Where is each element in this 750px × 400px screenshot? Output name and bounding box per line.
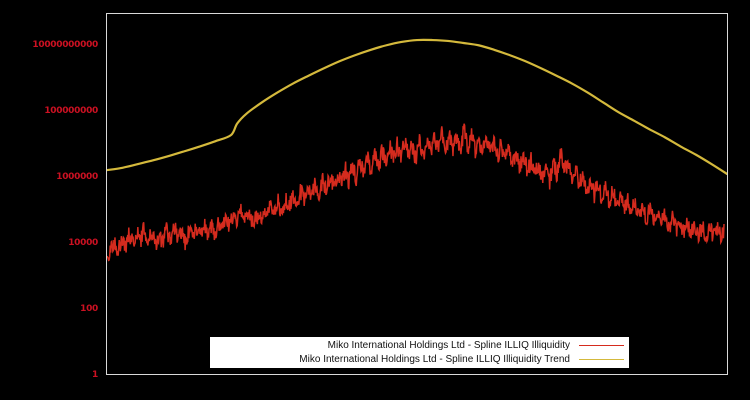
- legend-entry-series: Miko International Holdings Ltd - Spline…: [211, 339, 628, 353]
- line-swatch-trend-icon: [579, 359, 624, 360]
- y-tick-label: 100: [80, 303, 98, 314]
- legend-entry-trend: Miko International Holdings Ltd - Spline…: [211, 353, 628, 367]
- line-swatch-series-icon: [579, 345, 624, 346]
- legend: Miko International Holdings Ltd - Spline…: [210, 337, 629, 368]
- plot-area: [106, 13, 728, 375]
- y-axis: 10000000000 100000000 1000000 10000 100 1: [0, 0, 106, 400]
- legend-label-trend: Miko International Holdings Ltd - Spline…: [299, 353, 570, 365]
- legend-label-series: Miko International Holdings Ltd - Spline…: [327, 339, 570, 351]
- plot-canvas: [107, 38, 727, 262]
- y-tick-label: 1000000: [56, 172, 98, 183]
- illiquidity-line-path: [107, 123, 725, 262]
- y-tick-label: 1: [92, 369, 98, 380]
- trend-line-path: [107, 38, 727, 176]
- y-tick-label: 10000000000: [32, 40, 98, 51]
- y-tick-label: 100000000: [44, 106, 98, 117]
- y-tick-label: 10000: [68, 237, 98, 248]
